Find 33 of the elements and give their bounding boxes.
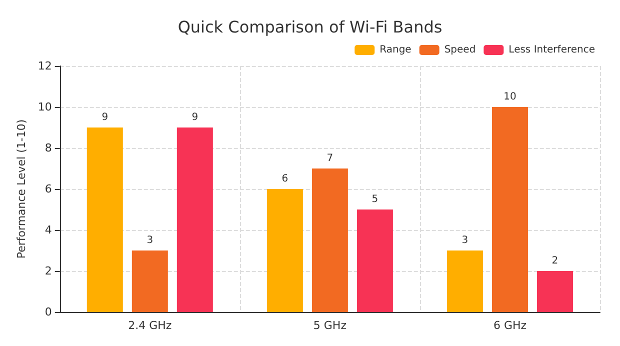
y-tick-label: 12 <box>38 60 52 72</box>
bar <box>176 128 213 312</box>
bar <box>492 107 528 312</box>
data-label: 7 <box>326 153 334 164</box>
data-label: 3 <box>146 235 154 246</box>
data-label: 10 <box>504 92 516 102</box>
data-label: 9 <box>102 112 108 123</box>
bar <box>266 189 303 312</box>
x-tick-label: 2.4 GHz <box>128 319 172 332</box>
x-tick-label: 5 GHz <box>313 319 347 332</box>
bar <box>86 128 123 312</box>
y-tick-label: 10 <box>38 100 52 114</box>
data-label: 9 <box>192 112 198 123</box>
y-tick-label: 2 <box>44 264 52 278</box>
data-label: 2 <box>552 256 558 266</box>
y-tick-label: 8 <box>44 142 52 154</box>
bar <box>132 250 168 312</box>
bar <box>356 210 393 312</box>
bar <box>536 271 573 312</box>
data-label: 3 <box>462 235 468 246</box>
y-tick-label: 4 <box>44 224 52 236</box>
legend-label: Speed <box>444 44 476 56</box>
y-tick-label: 6 <box>44 182 52 196</box>
bar <box>312 168 348 312</box>
chart-title: Quick Comparison of Wi-Fi Bands <box>178 18 442 36</box>
y-tick-label: 0 <box>44 306 52 318</box>
data-label: 5 <box>372 194 378 205</box>
y-axis-title: Performance Level (1-10) <box>15 119 28 259</box>
x-tick-label: 6 GHz <box>493 319 527 332</box>
bar <box>446 250 483 312</box>
legend-label: Range <box>380 44 412 56</box>
data-label: 6 <box>282 174 288 184</box>
legend-label: Less Interference <box>508 44 596 56</box>
